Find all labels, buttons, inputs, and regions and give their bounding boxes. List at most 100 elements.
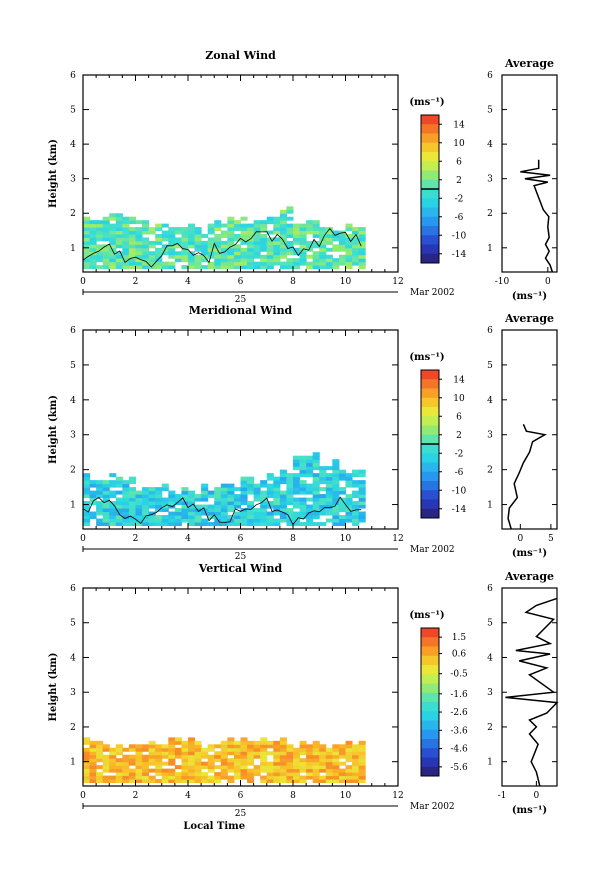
- heatmap-cell: [115, 497, 123, 502]
- heatmap-cell: [325, 775, 333, 780]
- heatmap-cell: [194, 244, 202, 249]
- heatmap-cell: [188, 261, 196, 266]
- heatmap-cell: [194, 497, 202, 502]
- heatmap-cell: [207, 230, 215, 235]
- heatmap-cell: [266, 483, 274, 488]
- heatmap-cell: [122, 508, 130, 513]
- heatmap-cell: [102, 779, 110, 784]
- heatmap-cell: [253, 515, 261, 520]
- heatmap-cell: [89, 515, 97, 520]
- avg-y-tick-label: 1: [487, 501, 493, 511]
- heatmap-cell: [109, 515, 117, 520]
- heatmap-cell: [174, 772, 182, 777]
- heatmap-cell: [247, 476, 255, 481]
- heatmap-cell: [312, 455, 320, 460]
- avg-y-tick-label: 1: [487, 758, 493, 768]
- heatmap-cell: [233, 518, 241, 523]
- heatmap-cell: [227, 497, 235, 502]
- colorbar-segment: [421, 115, 439, 125]
- heatmap-cell: [128, 768, 136, 773]
- heatmap-cell: [279, 244, 287, 249]
- heatmap-cell: [227, 216, 235, 221]
- heatmap-cell: [89, 223, 97, 228]
- heatmap-cell: [286, 473, 294, 478]
- heatmap-cell: [148, 744, 156, 749]
- heatmap-cell: [227, 265, 235, 270]
- heatmap-cell: [201, 240, 209, 245]
- heatmap-cell: [299, 501, 307, 506]
- heatmap-cell: [358, 230, 366, 235]
- heatmap-cell: [188, 768, 196, 773]
- heatmap-cell: [266, 265, 274, 270]
- avg-x-tick-label: 5: [548, 534, 554, 544]
- heatmap-cell: [227, 220, 235, 225]
- heatmap-cell: [312, 511, 320, 516]
- heatmap-cell: [266, 240, 274, 245]
- heatmap-cell: [201, 504, 209, 509]
- heatmap-cell: [214, 772, 222, 777]
- heatmap-cell: [358, 473, 366, 478]
- heatmap-cell: [227, 744, 235, 749]
- colorbar-segment: [421, 655, 439, 666]
- x-tick-label: 8: [290, 534, 296, 544]
- heatmap-cell: [148, 740, 156, 745]
- y-tick-label: 5: [70, 106, 76, 116]
- heatmap-cell: [286, 240, 294, 245]
- heatmap-cell: [188, 511, 196, 516]
- heatmap-cell: [325, 473, 333, 478]
- heatmap-cell: [358, 237, 366, 242]
- colorbar-segment: [421, 444, 439, 454]
- heatmap-cell: [194, 744, 202, 749]
- heatmap-cell: [89, 744, 97, 749]
- heatmap-cell: [240, 754, 248, 759]
- heatmap-cell: [247, 504, 255, 509]
- heatmap-cell: [358, 480, 366, 485]
- heatmap-cell: [96, 265, 104, 270]
- heatmap-cell: [83, 511, 91, 516]
- heatmap-cell: [142, 754, 150, 759]
- heatmap-cell: [325, 483, 333, 488]
- avg-y-tick-label: 2: [487, 209, 493, 219]
- heatmap-cell: [293, 265, 301, 270]
- heatmap-cell: [122, 501, 130, 506]
- heatmap-cell: [168, 511, 176, 516]
- heatmap-cell: [201, 247, 209, 252]
- heatmap-cell: [148, 258, 156, 263]
- heatmap-cell: [155, 258, 163, 263]
- heatmap-cell: [332, 487, 340, 492]
- heatmap-cell: [181, 740, 189, 745]
- heatmap-cell: [332, 501, 340, 506]
- heatmap-cell: [260, 258, 268, 263]
- heatmap-cell: [128, 237, 136, 242]
- heatmap-cell: [188, 758, 196, 763]
- avg-x-axis-label: (ms⁻¹): [512, 548, 547, 559]
- heatmap-cell: [332, 244, 340, 249]
- heatmap-cell: [260, 504, 268, 509]
- heatmap-cell: [279, 504, 287, 509]
- x-tick-label: 10: [340, 277, 352, 287]
- average-title: Average: [504, 570, 554, 583]
- heatmap-cell: [273, 244, 281, 249]
- heatmap-cell: [168, 751, 176, 756]
- heatmap-cell: [115, 518, 123, 523]
- average-profile-line: [507, 424, 547, 530]
- colorbar-label: -5.6: [450, 763, 468, 773]
- date-label: Mar 2002: [410, 802, 455, 812]
- heatmap-cell: [260, 497, 268, 502]
- heatmap-cell: [96, 258, 104, 263]
- heatmap-cell: [306, 768, 314, 773]
- heatmap-cell: [174, 740, 182, 745]
- heatmap-cell: [227, 237, 235, 242]
- heatmap-cell: [102, 247, 110, 252]
- heatmap-cell: [286, 518, 294, 523]
- heatmap-cell: [201, 490, 209, 495]
- heatmap-cell: [122, 258, 130, 263]
- heatmap-cell: [96, 501, 104, 506]
- heatmap-cell: [89, 779, 97, 784]
- heatmap-cell: [220, 758, 228, 763]
- heatmap-cell: [161, 483, 169, 488]
- heatmap-cell: [266, 237, 274, 242]
- heatmap-cell: [207, 508, 215, 513]
- heatmap-cell: [96, 220, 104, 225]
- heatmap-cell: [109, 508, 117, 513]
